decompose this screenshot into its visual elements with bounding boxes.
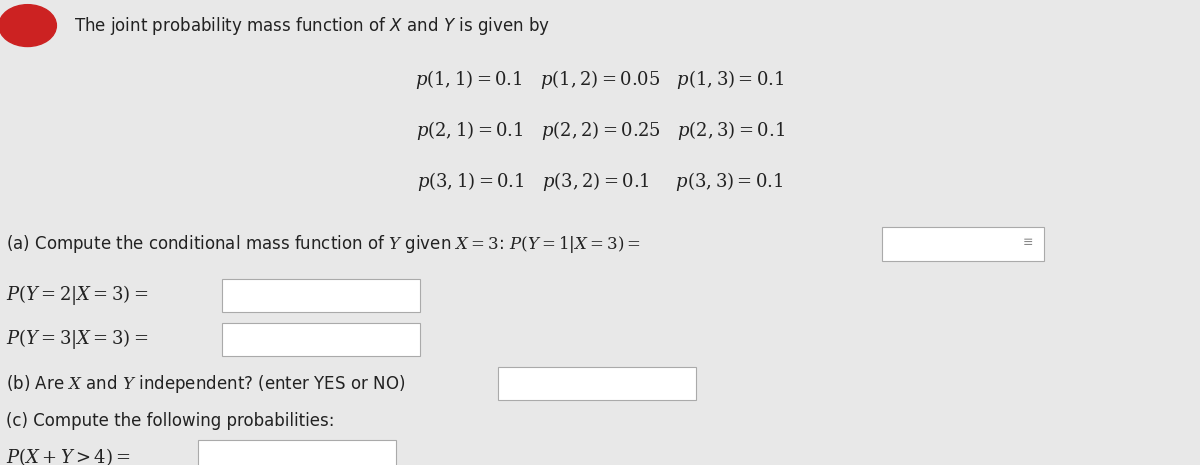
FancyBboxPatch shape <box>222 323 420 356</box>
Ellipse shape <box>0 5 56 46</box>
Text: $P(X + Y > 4) =$: $P(X + Y > 4) =$ <box>6 446 131 465</box>
Text: (c) Compute the following probabilities:: (c) Compute the following probabilities: <box>6 412 335 430</box>
Text: (a) Compute the conditional mass function of $Y$ given $X = 3$: $P(Y = 1|X = 3) : (a) Compute the conditional mass functio… <box>6 233 641 255</box>
FancyBboxPatch shape <box>222 279 420 312</box>
Text: ≡: ≡ <box>1024 236 1033 249</box>
Text: $p(2,1) = 0.1 \quad p(2,2) = 0.25 \quad p(2,3) = 0.1$: $p(2,1) = 0.1 \quad p(2,2) = 0.25 \quad … <box>415 119 785 142</box>
FancyBboxPatch shape <box>198 440 396 465</box>
Text: (b) Are $X$ and $Y$ independent? (enter YES or NO): (b) Are $X$ and $Y$ independent? (enter … <box>6 372 406 395</box>
Text: $P(Y = 3|X = 3) =$: $P(Y = 3|X = 3) =$ <box>6 327 149 352</box>
Text: $p(3,1) = 0.1 \quad p(3,2) = 0.1 \quad\enspace p(3,3) = 0.1$: $p(3,1) = 0.1 \quad p(3,2) = 0.1 \quad\e… <box>416 170 784 193</box>
FancyBboxPatch shape <box>882 227 1044 261</box>
Text: $p(1,1) = 0.1 \quad p(1,2) = 0.05 \quad p(1,3) = 0.1$: $p(1,1) = 0.1 \quad p(1,2) = 0.05 \quad … <box>415 67 785 91</box>
Text: The joint probability mass function of $X$ and $Y$ is given by: The joint probability mass function of $… <box>74 14 551 37</box>
Text: $P(Y = 2|X = 3) =$: $P(Y = 2|X = 3) =$ <box>6 283 149 307</box>
FancyBboxPatch shape <box>498 367 696 400</box>
